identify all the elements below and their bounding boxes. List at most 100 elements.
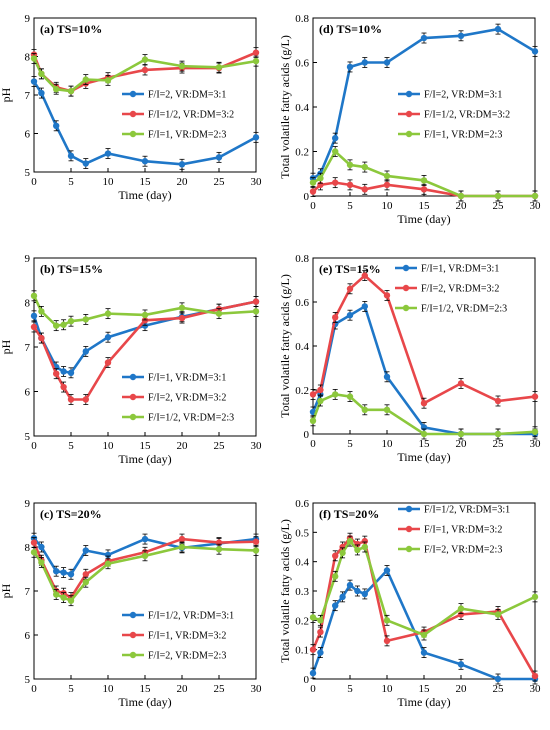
x-axis-label: Time (day) bbox=[118, 188, 171, 202]
x-tick-label: 30 bbox=[251, 440, 263, 452]
y-tick-label: 0 bbox=[304, 674, 310, 686]
data-point bbox=[317, 617, 324, 624]
x-tick-label: 25 bbox=[493, 683, 505, 695]
data-point bbox=[494, 397, 502, 405]
legend-marker bbox=[129, 110, 137, 118]
y-tick-label: 0.4 bbox=[295, 557, 309, 569]
y-tick-label: 0.2 bbox=[295, 615, 309, 627]
data-point bbox=[531, 48, 539, 55]
x-tick-label: 5 bbox=[347, 200, 353, 212]
data-point bbox=[383, 172, 391, 180]
data-point bbox=[317, 628, 324, 636]
data-point bbox=[332, 573, 339, 580]
y-tick-label: 9 bbox=[25, 498, 31, 510]
data-point bbox=[383, 181, 391, 189]
x-tick-label: 10 bbox=[103, 683, 115, 695]
y-tick-label: 0.6 bbox=[295, 58, 309, 70]
legend-entry: F/I=2, VR:DM=3:2 bbox=[421, 284, 499, 295]
data-point bbox=[53, 568, 60, 575]
data-point bbox=[67, 87, 75, 95]
data-point bbox=[346, 312, 354, 319]
data-point bbox=[346, 161, 354, 169]
y-tick-label: 0 bbox=[304, 429, 310, 441]
data-point bbox=[420, 34, 428, 42]
data-point bbox=[82, 348, 90, 355]
x-tick-label: 5 bbox=[68, 176, 74, 188]
data-point bbox=[252, 308, 260, 315]
y-tick-label: 0.8 bbox=[295, 13, 309, 25]
panel-title: (f) TS=20% bbox=[319, 507, 379, 521]
series-line-0 bbox=[32, 80, 257, 166]
data-point bbox=[361, 59, 368, 66]
x-tick-label: 10 bbox=[382, 683, 394, 695]
data-point bbox=[494, 675, 502, 683]
data-point bbox=[457, 661, 465, 668]
x-tick-label: 0 bbox=[310, 438, 316, 450]
x-tick-label: 30 bbox=[251, 683, 263, 695]
data-point bbox=[309, 188, 317, 195]
data-point bbox=[67, 571, 75, 578]
data-point bbox=[82, 547, 90, 554]
data-point bbox=[494, 430, 502, 438]
data-point bbox=[53, 370, 60, 377]
x-tick-label: 0 bbox=[310, 200, 316, 212]
data-point bbox=[346, 393, 354, 400]
legend-entry: F/I=1, VR:DM=3:2 bbox=[424, 525, 502, 536]
data-point bbox=[346, 537, 354, 545]
legend-entry: F/I=2, VR:DM=3:1 bbox=[148, 90, 226, 101]
data-point bbox=[457, 605, 465, 612]
data-point bbox=[38, 543, 45, 551]
data-point bbox=[178, 62, 186, 70]
legend-entry: F/I=1/2, VR:DM=3:1 bbox=[424, 505, 510, 516]
data-point bbox=[346, 581, 354, 589]
data-point bbox=[383, 617, 391, 624]
data-point bbox=[339, 549, 346, 557]
data-point bbox=[215, 154, 223, 161]
legend-entry: F/I=1/2, VR:DM=3:2 bbox=[424, 110, 510, 121]
data-point bbox=[53, 591, 60, 598]
y-tick-label: 0 bbox=[304, 191, 310, 203]
y-tick-label: 8 bbox=[25, 298, 31, 310]
data-point bbox=[178, 535, 186, 543]
x-tick-label: 25 bbox=[214, 176, 226, 188]
data-point bbox=[494, 192, 502, 200]
x-tick-label: 0 bbox=[31, 176, 37, 188]
data-point bbox=[531, 192, 539, 200]
x-tick-label: 20 bbox=[456, 683, 468, 695]
data-point bbox=[346, 181, 354, 189]
legend-marker bbox=[129, 373, 137, 381]
y-axis-label: pH bbox=[0, 583, 13, 598]
y-tick-label: 6 bbox=[25, 630, 31, 642]
data-point bbox=[252, 49, 260, 56]
data-point bbox=[457, 430, 465, 438]
legend-entry: F/I=1, VR:DM=2:3 bbox=[148, 130, 226, 141]
data-point bbox=[309, 179, 317, 186]
x-tick-label: 20 bbox=[456, 200, 468, 212]
x-tick-label: 20 bbox=[177, 683, 189, 695]
x-axis-label: Time (day) bbox=[118, 452, 171, 466]
data-point bbox=[141, 311, 149, 319]
data-point bbox=[457, 192, 465, 200]
y-tick-label: 0.2 bbox=[295, 385, 309, 397]
x-tick-label: 15 bbox=[419, 438, 431, 450]
x-tick-label: 5 bbox=[68, 440, 74, 452]
panel-title: (e) TS=15% bbox=[319, 262, 381, 276]
x-tick-label: 5 bbox=[347, 683, 353, 695]
data-point bbox=[104, 359, 112, 366]
data-point bbox=[309, 669, 317, 677]
data-point bbox=[309, 646, 317, 653]
data-point bbox=[383, 373, 391, 380]
data-point bbox=[354, 587, 361, 595]
x-tick-label: 0 bbox=[31, 683, 37, 695]
y-tick-label: 0.4 bbox=[295, 102, 309, 114]
data-point bbox=[361, 272, 368, 279]
x-tick-label: 10 bbox=[103, 176, 115, 188]
x-tick-label: 0 bbox=[310, 683, 316, 695]
y-tick-label: 5 bbox=[25, 431, 31, 443]
y-tick-label: 6 bbox=[25, 129, 31, 141]
data-point bbox=[82, 76, 90, 83]
legend-entry: F/I=2, VR:DM=3:2 bbox=[148, 393, 226, 404]
y-tick-label: 9 bbox=[25, 253, 31, 265]
y-tick-label: 7 bbox=[25, 586, 31, 598]
